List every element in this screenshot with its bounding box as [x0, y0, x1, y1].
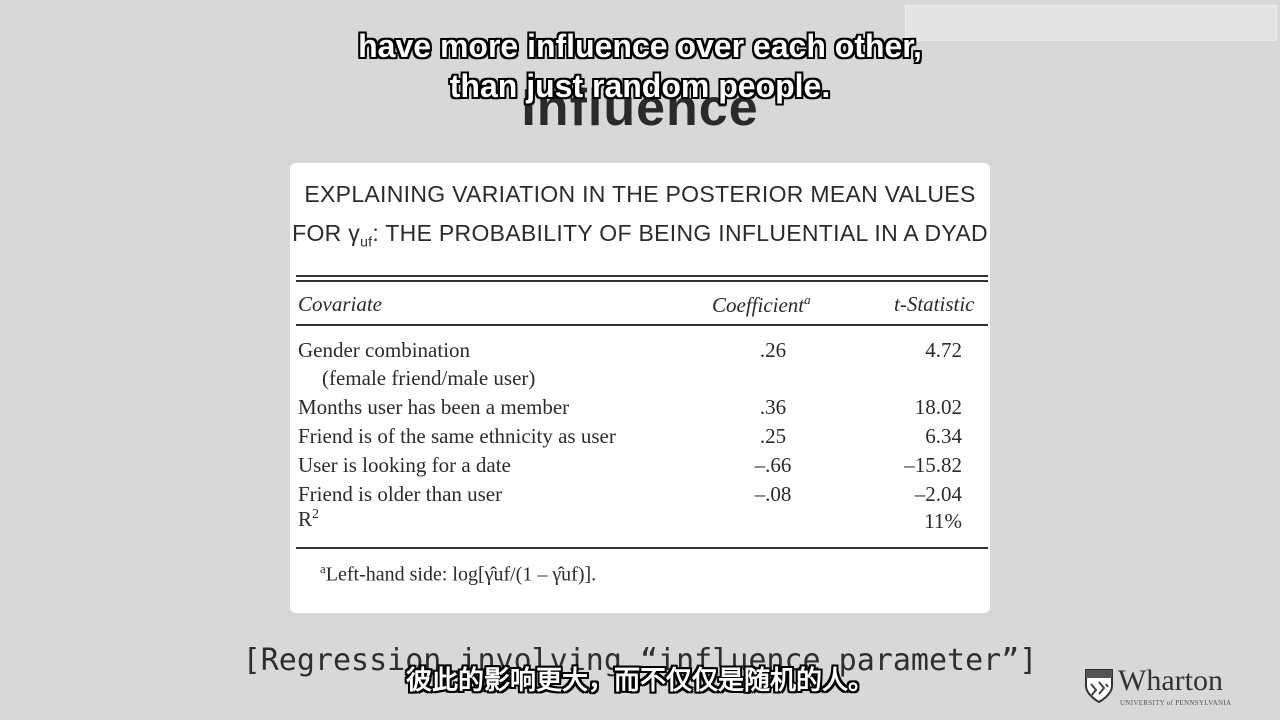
row-1-coefficient: .26 [759, 338, 787, 362]
subtitle-english-line-1: have more influence over each other, [358, 28, 922, 64]
row-4-tstat: –15.82 [904, 453, 962, 477]
row-5-tstat: –2.04 [914, 482, 962, 506]
row-3-tstat: 6.34 [925, 424, 962, 448]
top-banner [905, 5, 1277, 41]
table-title-line-2: FOR γuf: THE PROBABILITY OF BEING INFLUE… [290, 214, 990, 262]
row-1-covariate-cont: (female friend/male user) [322, 366, 536, 390]
header-coefficient: Coefficienta [712, 292, 811, 318]
table-title-line-1: EXPLAINING VARIATION IN THE POSTERIOR ME… [304, 181, 976, 207]
row-1-tstat: 4.72 [925, 338, 962, 362]
table-footnote: aLeft-hand side: log[γ̂uf/(1 – γ̂uf)]. [320, 561, 596, 587]
top-rule-1 [296, 275, 988, 277]
table-title: EXPLAINING VARIATION IN THE POSTERIOR ME… [290, 175, 990, 262]
row-3-coefficient: .25 [759, 424, 787, 448]
r-squared-label: R [298, 507, 313, 531]
header-rule [296, 324, 988, 326]
regression-table-card: EXPLAINING VARIATION IN THE POSTERIOR ME… [290, 163, 990, 613]
table-title-suffix: : THE PROBABILITY OF BEING INFLUENTIAL I… [372, 220, 988, 246]
row-2-coefficient: .36 [759, 395, 787, 419]
row-3-covariate: Friend is of the same ethnicity as user [298, 424, 616, 448]
top-rule-2 [296, 280, 988, 282]
row-4-coefficient: –.66 [754, 453, 792, 477]
table-title-prefix: FOR γ [292, 220, 361, 246]
slide-title: Influence [521, 79, 759, 137]
wharton-logo: Wharton UNIVERSITY of PENNSYLVANIA [1082, 664, 1232, 710]
row-6-covariate: R2 [298, 507, 319, 532]
wharton-logo-subtext: UNIVERSITY of PENNSYLVANIA [1120, 699, 1232, 707]
row-5-covariate: Friend is older than user [298, 482, 503, 506]
header-coefficient-sup: a [804, 292, 811, 307]
header-covariate: Covariate [298, 292, 382, 316]
header-tstat: t-Statistic [894, 292, 975, 316]
wharton-logo-text: Wharton [1118, 664, 1223, 697]
row-1-covariate: Gender combination [298, 338, 471, 362]
subtitle-english-line-2: than just random people. [449, 68, 831, 104]
r-squared-sup: 2 [312, 507, 320, 522]
bottom-rule [296, 547, 988, 549]
penn-shield-icon [1085, 669, 1113, 704]
footnote-sup: a [320, 561, 326, 576]
row-4-covariate: User is looking for a date [298, 453, 511, 477]
footnote-text: Left-hand side: log[γ̂uf/(1 – γ̂uf)]. [325, 563, 597, 586]
slide-caption: [Regression involving “influence paramet… [242, 643, 1038, 678]
subtitle-chinese: 彼此的影响更大，而不仅仅是随机的人。 [405, 666, 874, 696]
subtitle-english: have more influence over each other, tha… [0, 26, 1280, 106]
row-5-coefficient: –.08 [754, 482, 792, 506]
table-title-subscript: uf [360, 233, 373, 250]
row-6-tstat: 11% [924, 509, 962, 533]
header-coefficient-label: Coefficient [712, 293, 805, 317]
row-2-tstat: 18.02 [914, 395, 962, 419]
row-2-covariate: Months user has been a member [298, 395, 570, 419]
